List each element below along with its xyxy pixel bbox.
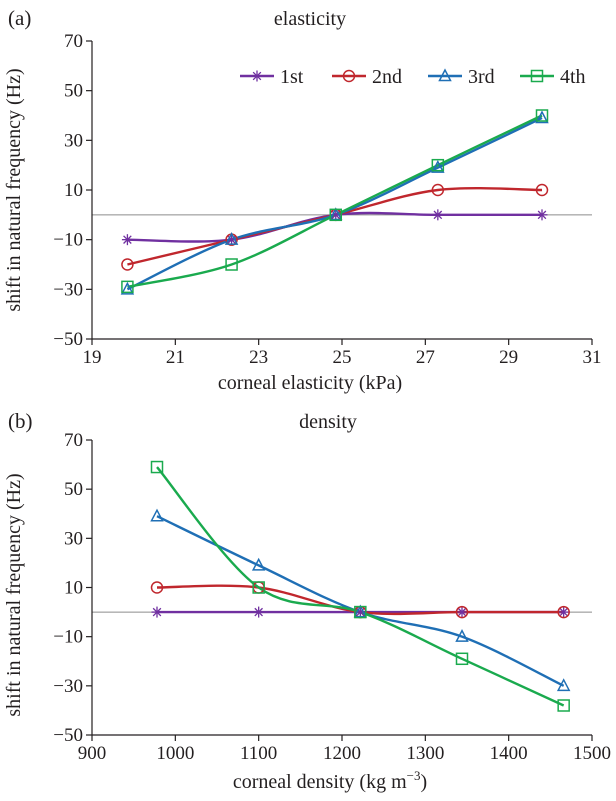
x-tick-label-a-4: 27 [416,347,435,368]
panel-label-a: (a) [8,6,31,30]
x-axis-title-a: corneal elasticity (kPa) [218,372,402,394]
x-tick-label-a-1: 21 [166,347,185,368]
legend-marker-4 [530,69,544,83]
legend-marker-2 [342,69,356,83]
series-line-b-3 [156,515,565,687]
plot-area-a: −50 −30 −10 10 30 50 70 19 21 23 25 27 29 31 1st 2nd 3rd… [53,31,601,368]
point-a-s3-0 [120,281,135,295]
x-axis-title-b-sup: −3 [407,768,421,783]
y-tick-label-a-1: −30 [53,279,83,300]
point-a-s1-4 [536,209,548,221]
point-a-s3-2 [329,207,343,221]
point-a-s4-0 [121,280,134,294]
x-tick-label-b-3: 1200 [323,743,361,764]
point-b-s1-0 [151,606,163,618]
legend-label-2: 2nd [372,66,402,88]
x-tick-label-b-4: 1300 [406,743,444,764]
point-b-s4-1 [252,581,265,594]
point-a-s1-0 [121,234,133,246]
point-a-s4-1 [225,258,238,271]
legend-label-1: 1st [280,66,304,88]
x-tick-label-b-5: 1400 [490,743,528,764]
y-tick-label-a-3: 10 [64,180,83,201]
y-tick-label-b-1: −30 [53,676,83,697]
y-tick-label-a-0: −50 [53,329,83,350]
x-tick-label-a-2: 23 [249,347,268,368]
point-a-s3-3 [431,160,445,173]
legend-marker-3 [438,68,452,82]
point-a-s1-3 [432,209,444,221]
y-tick-label-b-5: 50 [64,479,83,500]
x-axis-title-b: corneal density (kg m−3) [233,768,427,793]
point-a-s4-2 [329,208,342,222]
x-tick-label-b-6: 1500 [573,743,611,764]
point-b-s2-3 [455,605,469,619]
legend-label-4: 4th [560,66,586,88]
y-tick-label-a-4: 30 [64,130,83,151]
x-tick-label-a-3: 25 [333,347,352,368]
point-b-s3-4 [556,678,571,692]
y-tick-label-b-4: 30 [64,528,83,549]
point-b-s3-3 [455,629,469,642]
panel-title-a: elasticity [274,8,346,30]
point-b-s3-2 [353,604,368,618]
y-tick-label-a-5: 50 [64,81,83,102]
plot-area-b: −50 −30 −10 10 30 50 70 900 1000 1100 1200 1300 1400… [53,430,611,764]
point-b-s2-0 [150,581,164,594]
panel-density: (b) density shift in natural frequency (… [3,409,611,793]
y-tick-label-b-6: 70 [64,430,83,451]
legend-item-2: 2nd [332,66,402,88]
panel-label-b: (b) [8,409,33,433]
y-tick-label-a-2: −10 [53,230,83,251]
point-b-s1-1 [253,606,265,618]
y-tick-label-b-2: −10 [53,627,83,648]
legend-item-3: 3rd [428,66,495,88]
legend-marker-1 [251,70,263,82]
point-a-s4-4 [535,109,549,122]
panel-title-b: density [299,411,357,433]
point-b-s4-3 [455,652,469,666]
y-tick-label-a-6: 70 [64,31,83,52]
point-b-s3-1 [251,557,266,571]
y-tick-label-b-0: −50 [53,725,83,746]
series-line-a-1 [127,211,542,243]
series-line-a-4 [127,114,543,289]
point-a-s3-1 [224,232,239,245]
x-tick-label-a-5: 29 [499,347,518,368]
point-b-s2-4 [557,605,570,619]
point-b-s4-4 [557,699,570,712]
point-b-s3-0 [150,508,164,522]
point-a-s2-4 [535,183,549,197]
legend: 1st 2nd 3rd 4th [240,66,586,88]
legend-label-3: 3rd [468,66,495,88]
x-axis-title-b-end: ) [421,771,428,793]
panel-elasticity: (a) elasticity shift in natural frequenc… [3,6,602,394]
x-tick-label-b-2: 1100 [240,743,277,764]
point-b-s4-2 [354,605,367,619]
x-axis-title-b-main: corneal density (kg m [233,771,407,793]
legend-item-4: 4th [520,66,586,88]
point-b-s1-4 [558,606,570,618]
y-axis-title-a: shift in natural frequency (Hz) [3,68,25,311]
point-a-s2-0 [121,258,134,271]
x-tick-label-b-0: 900 [78,743,107,764]
y-tick-label-b-3: 10 [64,578,83,599]
point-a-s3-4 [535,110,549,124]
legend-item-1: 1st [240,66,304,88]
x-tick-label-b-1: 1000 [156,743,194,764]
y-axis-title-b: shift in natural frequency (Hz) [3,473,25,716]
point-b-s1-3 [456,606,468,618]
point-b-s4-0 [150,460,164,474]
x-tick-label-a-0: 19 [83,347,102,368]
point-a-s4-3 [431,158,445,172]
point-a-s2-3 [431,183,445,197]
x-tick-label-a-6: 31 [583,347,602,368]
series-line-a-3 [126,116,543,291]
series-line-a-2 [127,186,543,266]
